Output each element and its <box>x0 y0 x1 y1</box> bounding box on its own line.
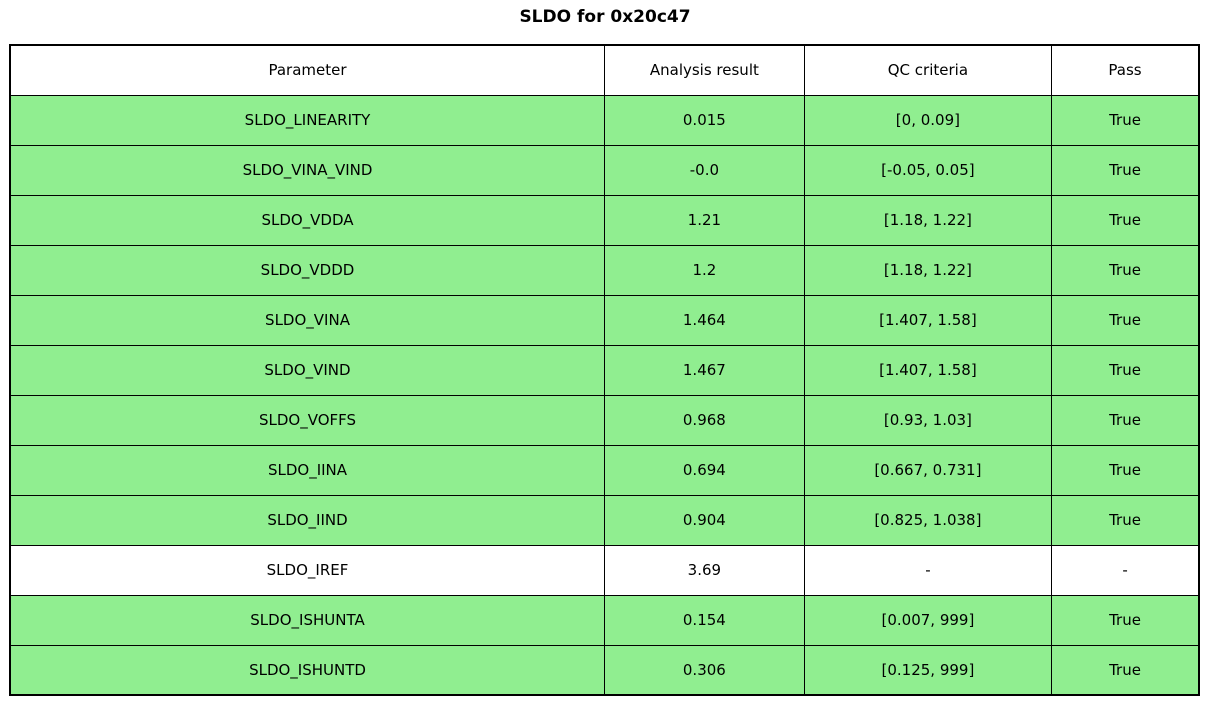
table-row: SLDO_VINA_VIND -0.0 [-0.05, 0.05] True <box>9 144 1200 196</box>
parameter-cell: SLDO_ISHUNTA <box>9 594 605 646</box>
table-row: SLDO_LINEARITY 0.015 [0, 0.09] True <box>9 94 1200 146</box>
analysis-result-cell: 1.464 <box>604 294 805 346</box>
analysis-result-cell: 3.69 <box>604 544 805 596</box>
parameter-cell: SLDO_VINA <box>9 294 605 346</box>
analysis-result-cell: 0.968 <box>604 394 805 446</box>
parameter-cell: SLDO_LINEARITY <box>9 94 605 146</box>
qc-criteria-cell: [0.125, 999] <box>803 644 1053 696</box>
table-row: SLDO_IINA 0.694 [0.667, 0.731] True <box>9 444 1200 496</box>
qc-criteria-cell: [1.407, 1.58] <box>803 344 1053 396</box>
table-row: SLDO_VIND 1.467 [1.407, 1.58] True <box>9 344 1200 396</box>
parameter-cell: SLDO_VDDA <box>9 194 605 246</box>
analysis-result-cell: 1.2 <box>604 244 805 296</box>
analysis-result-cell: 1.467 <box>604 344 805 396</box>
qc-criteria-cell: [1.407, 1.58] <box>803 294 1053 346</box>
table-row: SLDO_VOFFS 0.968 [0.93, 1.03] True <box>9 394 1200 446</box>
pass-cell: - <box>1051 544 1200 596</box>
table-body: SLDO_LINEARITY 0.015 [0, 0.09] True SLDO_VIN… <box>9 94 1200 696</box>
parameter-cell: SLDO_VDDD <box>9 244 605 296</box>
qc-criteria-cell: [0.667, 0.731] <box>803 444 1053 496</box>
pass-cell: True <box>1051 444 1200 496</box>
analysis-result-cell: 0.904 <box>604 494 805 546</box>
analysis-result-cell: 0.154 <box>604 594 805 646</box>
analysis-result-cell: 0.015 <box>604 94 805 146</box>
qc-criteria-cell: - <box>803 544 1053 596</box>
qc-criteria-cell: [-0.05, 0.05] <box>803 144 1053 196</box>
pass-cell: True <box>1051 194 1200 246</box>
table-row: SLDO_IIND 0.904 [0.825, 1.038] True <box>9 494 1200 546</box>
table-header: Parameter Analysis result QC criteria Pa… <box>9 44 1200 96</box>
column-header-qc-criteria: QC criteria <box>803 44 1053 96</box>
qc-criteria-cell: [0.93, 1.03] <box>803 394 1053 446</box>
qc-criteria-cell: [1.18, 1.22] <box>803 194 1053 246</box>
analysis-result-cell: 1.21 <box>604 194 805 246</box>
analysis-result-cell: 0.694 <box>604 444 805 496</box>
analysis-result-cell: -0.0 <box>604 144 805 196</box>
pass-cell: True <box>1051 344 1200 396</box>
qc-results-table: Parameter Analysis result QC criteria Pa… <box>9 44 1200 696</box>
table-row: SLDO_VINA 1.464 [1.407, 1.58] True <box>9 294 1200 346</box>
pass-cell: True <box>1051 494 1200 546</box>
page-title: SLDO for 0x20c47 <box>519 7 691 27</box>
qc-criteria-cell: [1.18, 1.22] <box>803 244 1053 296</box>
parameter-cell: SLDO_IREF <box>9 544 605 596</box>
parameter-cell: SLDO_VINA_VIND <box>9 144 605 196</box>
pass-cell: True <box>1051 644 1200 696</box>
header-row: Parameter Analysis result QC criteria Pa… <box>9 44 1200 96</box>
table-row: SLDO_VDDD 1.2 [1.18, 1.22] True <box>9 244 1200 296</box>
pass-cell: True <box>1051 394 1200 446</box>
pass-cell: True <box>1051 294 1200 346</box>
parameter-cell: SLDO_ISHUNTD <box>9 644 605 696</box>
qc-criteria-cell: [0, 0.09] <box>803 94 1053 146</box>
pass-cell: True <box>1051 144 1200 196</box>
parameter-cell: SLDO_VOFFS <box>9 394 605 446</box>
table-row: SLDO_ISHUNTD 0.306 [0.125, 999] True <box>9 644 1200 696</box>
parameter-cell: SLDO_IIND <box>9 494 605 546</box>
table-row: SLDO_ISHUNTA 0.154 [0.007, 999] True <box>9 594 1200 646</box>
pass-cell: True <box>1051 94 1200 146</box>
parameter-cell: SLDO_VIND <box>9 344 605 396</box>
column-header-analysis-result: Analysis result <box>604 44 805 96</box>
pass-cell: True <box>1051 594 1200 646</box>
analysis-result-cell: 0.306 <box>604 644 805 696</box>
qc-criteria-cell: [0.007, 999] <box>803 594 1053 646</box>
parameter-cell: SLDO_IINA <box>9 444 605 496</box>
pass-cell: True <box>1051 244 1200 296</box>
column-header-parameter: Parameter <box>9 44 605 96</box>
table-row: SLDO_IREF 3.69- - <box>9 544 1200 596</box>
qc-criteria-cell: [0.825, 1.038] <box>803 494 1053 546</box>
column-header-pass: Pass <box>1051 44 1200 96</box>
table-row: SLDO_VDDA 1.21 [1.18, 1.22] True <box>9 194 1200 246</box>
